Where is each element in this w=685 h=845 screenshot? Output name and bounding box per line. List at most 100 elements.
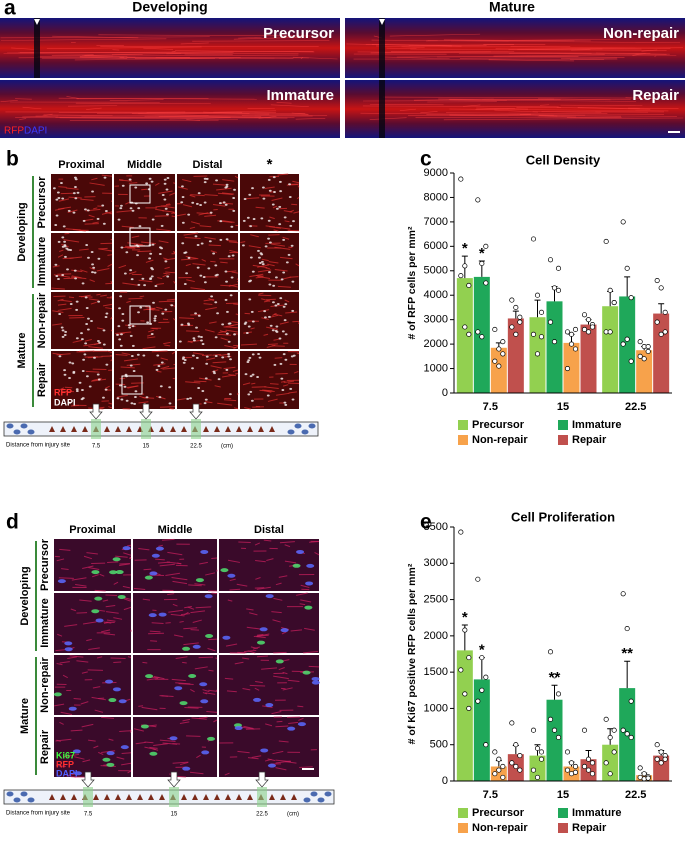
fiber	[178, 683, 194, 686]
sample-site	[141, 419, 151, 439]
nucleus	[188, 673, 197, 678]
data-point	[479, 334, 485, 340]
fiber	[66, 773, 77, 777]
fiber	[224, 345, 236, 349]
fiber	[298, 322, 300, 324]
fiber	[101, 211, 113, 215]
fiber	[273, 338, 280, 341]
nucleus	[181, 242, 185, 245]
fiber	[88, 647, 100, 650]
nucleus	[168, 402, 172, 405]
fiber	[449, 108, 669, 112]
nucleus	[146, 321, 150, 324]
fiber	[198, 716, 208, 719]
fiber	[234, 661, 244, 665]
nucleus	[151, 268, 154, 271]
nucleus	[151, 553, 160, 558]
fiber	[261, 258, 269, 262]
fiber	[246, 608, 254, 611]
data-point	[654, 319, 660, 325]
nucleus	[92, 266, 96, 269]
fiber	[240, 343, 257, 346]
fiber	[271, 710, 282, 715]
fiber	[256, 636, 266, 639]
fiber	[104, 385, 110, 389]
fiber	[304, 627, 315, 631]
nucleus	[182, 646, 191, 651]
fiber	[250, 234, 259, 238]
nucleus	[246, 361, 250, 364]
fiber	[177, 562, 182, 565]
fiber	[165, 572, 181, 577]
nucleus	[233, 333, 236, 336]
y-tick-label: 8000	[424, 191, 448, 203]
fiber	[141, 241, 156, 245]
fiber	[232, 369, 239, 372]
data-point	[509, 297, 515, 303]
nucleus	[54, 223, 58, 226]
fiber	[215, 689, 218, 692]
fiber	[152, 748, 159, 751]
fiber	[279, 321, 289, 325]
fiber	[55, 738, 72, 742]
nucleus	[203, 181, 207, 184]
fiber	[266, 326, 278, 330]
nucleus	[261, 260, 264, 263]
y-tick-label: 1000	[424, 362, 448, 374]
fiber	[173, 182, 176, 184]
nucleus	[97, 300, 101, 303]
nucleus	[180, 201, 184, 204]
nucleus	[258, 262, 262, 265]
nucleus	[279, 297, 283, 300]
fiber	[225, 643, 238, 647]
fiber	[52, 323, 62, 326]
fiber	[116, 394, 128, 398]
nucleus	[136, 353, 140, 356]
nucleus	[266, 394, 270, 397]
y-tick-label: 500	[430, 739, 448, 751]
nucleus	[84, 208, 87, 211]
fiber	[158, 544, 163, 547]
nucleus	[245, 331, 249, 334]
fiber	[225, 329, 238, 333]
nucleus	[121, 184, 125, 187]
nucleus	[118, 307, 121, 310]
nucleus	[81, 282, 85, 285]
nucleus	[54, 263, 58, 266]
fiber	[233, 36, 304, 40]
injury-mark	[379, 18, 385, 78]
fiber	[96, 656, 103, 659]
nucleus	[139, 306, 143, 309]
y-tick-label: 5000	[424, 265, 448, 277]
nucleus	[90, 251, 94, 254]
fiber	[201, 258, 207, 262]
fiber	[119, 730, 132, 732]
nucleus	[102, 757, 111, 762]
nucleus	[267, 237, 270, 240]
data-point	[538, 756, 545, 762]
fiber	[250, 646, 258, 650]
legend-swatch	[558, 808, 568, 818]
fiber	[204, 329, 215, 333]
fiber	[256, 586, 271, 590]
fiber	[156, 228, 171, 232]
fiber	[257, 264, 270, 268]
fiber	[298, 717, 304, 721]
nucleus	[153, 317, 157, 320]
nucleus	[131, 344, 135, 347]
nucleus	[292, 563, 301, 568]
data-point	[628, 358, 634, 364]
nucleus	[225, 280, 228, 283]
cell-body	[324, 791, 332, 797]
bar	[653, 313, 670, 393]
micrograph	[51, 174, 112, 231]
nucleus	[311, 676, 320, 681]
nucleus	[81, 370, 85, 373]
fiber	[263, 539, 272, 542]
fiber	[60, 711, 73, 715]
fiber	[254, 687, 260, 691]
fiber	[154, 208, 165, 212]
nucleus	[163, 178, 167, 181]
fiber	[105, 605, 116, 608]
fiber	[57, 254, 64, 258]
